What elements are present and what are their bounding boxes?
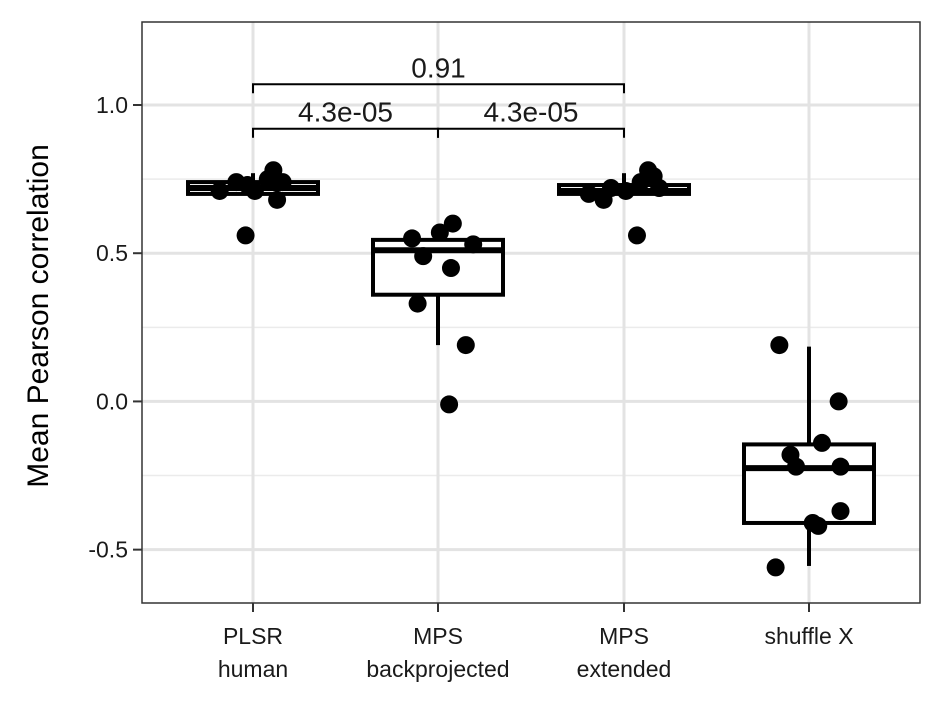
y-tick-label: -0.5 xyxy=(88,537,128,563)
data-point xyxy=(210,181,229,200)
data-point xyxy=(245,181,264,200)
data-point xyxy=(441,259,460,278)
data-point xyxy=(770,336,789,355)
y-axis-label: Mean Pearson correlation xyxy=(22,144,55,488)
x-tick-label-line1: PLSR xyxy=(223,623,283,649)
significance-label: 4.3e-05 xyxy=(298,97,393,128)
data-point xyxy=(408,294,427,313)
y-axis: 1.0 0.5 0.0 -0.5 xyxy=(88,92,142,563)
x-tick-label-line1: MPS xyxy=(599,623,649,649)
data-point xyxy=(456,336,475,355)
data-point xyxy=(831,457,850,476)
data-point xyxy=(236,226,255,245)
box-iqr xyxy=(742,442,876,525)
significance-bracket xyxy=(252,83,625,94)
data-point xyxy=(831,502,850,521)
x-tick-label-line1: shuffle X xyxy=(764,623,853,649)
data-point xyxy=(766,558,785,577)
data-point xyxy=(464,235,483,254)
data-point xyxy=(443,214,462,233)
data-point xyxy=(809,516,828,535)
points xyxy=(210,161,850,577)
significance-brackets: 0.91 4.3e-05 4.3e-05 xyxy=(252,52,625,138)
significance-label: 0.91 xyxy=(411,52,466,83)
data-point xyxy=(440,395,459,414)
data-point xyxy=(414,247,433,266)
significance-label: 4.3e-05 xyxy=(484,97,579,128)
data-point xyxy=(273,173,292,192)
x-tick-label-line2: extended xyxy=(577,656,672,682)
y-tick-label: 0.0 xyxy=(96,388,128,414)
data-point xyxy=(579,184,598,203)
x-axis: PLSR human MPS backprojected MPS extended shuf… xyxy=(218,603,854,682)
x-tick-label-line1: MPS xyxy=(413,623,463,649)
data-point xyxy=(602,179,621,197)
data-point xyxy=(268,190,287,209)
data-point xyxy=(627,226,646,245)
data-point xyxy=(650,179,669,197)
y-tick-label: 1.0 xyxy=(96,92,128,118)
significance-bracket xyxy=(437,127,625,138)
data-point xyxy=(403,229,422,248)
x-tick-label-line2: backprojected xyxy=(366,656,509,682)
y-tick-label: 0.5 xyxy=(96,240,128,266)
panel-border xyxy=(141,21,921,604)
data-point xyxy=(430,223,449,242)
data-point xyxy=(787,457,806,476)
x-tick-label-line2: human xyxy=(218,656,288,682)
data-point xyxy=(829,392,848,411)
data-point xyxy=(812,433,831,452)
boxes xyxy=(186,173,876,566)
data-point xyxy=(616,181,635,200)
